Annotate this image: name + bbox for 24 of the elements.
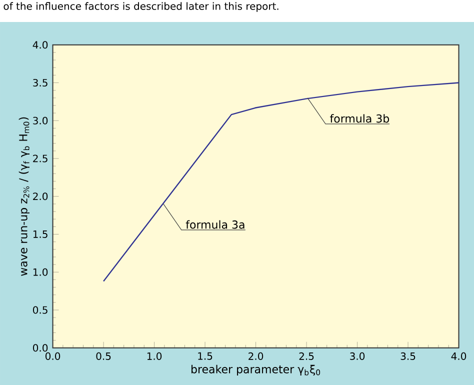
annotation: formula 3b — [330, 114, 390, 123]
y-tick-label: 2.0 — [33, 192, 48, 200]
line-series — [102, 82, 460, 282]
text: wave run-up z$_{2%}$ / (γ$_{f}$ γ$_{b}$ H$_{m0}$) — [18, 117, 30, 276]
x-tick-label: 0.5 — [96, 352, 111, 360]
y-tick-label: 1.5 — [33, 230, 48, 238]
y-tick-label: 0.0 — [33, 344, 48, 352]
y-tick-label: 0.5 — [33, 306, 48, 314]
y-tick-label: 3.5 — [33, 78, 48, 87]
y-tick-label: 4.0 — [32, 41, 48, 49]
x-tick-label: 2.0 — [248, 352, 264, 360]
x-tick-label: 3.0 — [350, 352, 365, 360]
y-tick-label: 2.5 — [33, 154, 48, 162]
x-tick-label: 3.5 — [400, 352, 416, 360]
x-tick-label: 0.0 — [45, 352, 60, 360]
x-tick-label: 2.5 — [299, 352, 314, 360]
y-tick-label: 3.0 — [33, 116, 48, 124]
x-axis-title: breaker parameter γ$_{b}$ξ$_{0}$ — [192, 364, 320, 376]
text: of the influence factors is described later in this report. — [4, 2, 278, 12]
x-tick-label: 1.0 — [147, 352, 162, 360]
y-tick-label: 1.0 — [33, 268, 48, 276]
x-tick-label: 4.0 — [451, 352, 466, 360]
annotation: formula 3a — [186, 220, 244, 229]
x-tick-label: 1.5 — [198, 352, 212, 360]
